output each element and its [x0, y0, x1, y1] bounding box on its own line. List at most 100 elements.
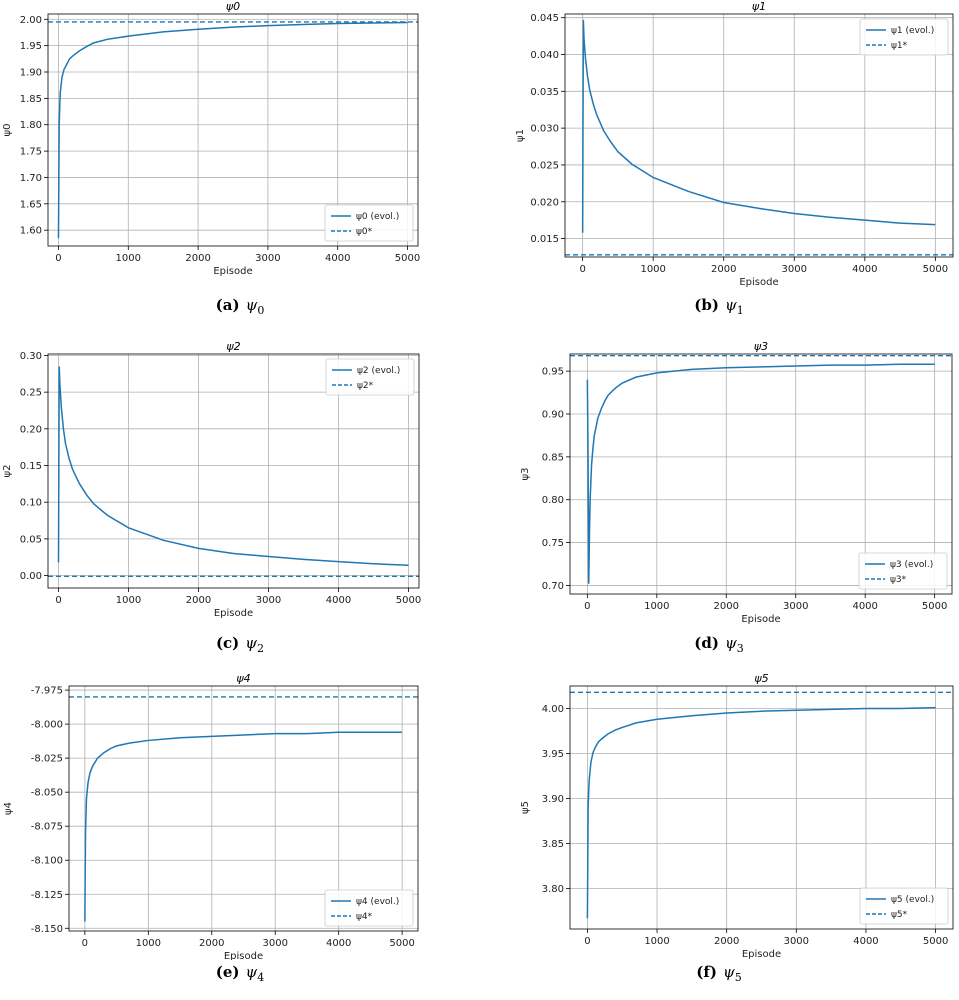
x-tick-label: 0	[584, 601, 590, 612]
caption-label: (d)	[694, 634, 719, 652]
legend: ψ1 (evol.) ψ1*	[859, 18, 949, 56]
y-tick-label: 1.85	[20, 94, 42, 105]
y-tick-label: 0.035	[530, 87, 559, 98]
y-tick-label: 0.30	[20, 351, 42, 362]
legend-target-label: ψ4*	[356, 912, 373, 922]
y-tick-label: 0.05	[20, 534, 42, 545]
x-axis-label: Episode	[224, 951, 263, 960]
y-tick-label: 0.045	[530, 13, 559, 24]
caption-symbol: ψ	[724, 634, 737, 652]
plot-frame	[564, 13, 954, 258]
y-tick-label: 1.95	[20, 41, 42, 52]
caption-symbol: ψ	[245, 634, 258, 652]
evolution-series-line	[57, 21, 408, 239]
y-tick-label: 0.75	[542, 538, 564, 549]
x-tick-label: 4000	[326, 595, 351, 606]
caption-label: (c)	[215, 634, 240, 652]
x-tick-label: 2000	[199, 938, 224, 949]
evolution-series-line	[84, 731, 403, 922]
chart-d: 0 1000 2000 3000 4000 5000 0.70 0.75 0.80 0.85 0.9…	[520, 340, 953, 625]
legend-target-label: ψ2*	[357, 381, 374, 391]
y-axis-label: ψ1	[515, 129, 526, 142]
caption-sub: 1	[736, 304, 744, 317]
x-axis-label: Episode	[741, 614, 780, 625]
y-axis-label: ψ3	[520, 468, 531, 481]
legend: ψ0 (evol.) ψ0*	[324, 204, 414, 242]
legend: ψ3 (evol.) ψ3*	[858, 552, 948, 590]
chart-title: ψ3	[754, 340, 768, 353]
legend-box	[858, 552, 948, 590]
x-tick-label: 1000	[116, 253, 141, 264]
y-tick-label: -8.150	[31, 924, 63, 935]
legend-box	[324, 204, 414, 242]
legend-target-label: ψ1*	[891, 41, 908, 51]
legend-box	[324, 889, 414, 927]
x-tick-label: 4000	[852, 264, 877, 275]
legend-box	[325, 358, 415, 396]
x-tick-label: 5000	[922, 601, 947, 612]
caption-a: (a) ψ0	[0, 296, 480, 317]
y-tick-label: 1.80	[20, 120, 42, 131]
x-tick-label: 4000	[852, 601, 877, 612]
y-tick-label: -8.125	[31, 890, 63, 901]
x-tick-label: 3000	[782, 264, 807, 275]
chart-panel-e: 0 1000 2000 3000 4000 5000 -8.150 -8.125 -8.100 -…	[0, 670, 480, 1000]
legend-box	[859, 18, 949, 56]
caption-e: (e) ψ4	[0, 963, 480, 984]
y-axis-label: ψ2	[2, 465, 13, 478]
x-tick-label: 1000	[640, 264, 665, 275]
evolution-series-line	[586, 363, 935, 584]
x-tick-label: 1000	[116, 595, 141, 606]
legend-evol-label: ψ3 (evol.)	[890, 560, 933, 570]
chart-b: 0 1000 2000 3000 4000 5000 0.015 0.020 0.025 0.03…	[515, 0, 954, 288]
x-tick-label: 2000	[714, 936, 739, 947]
caption-label: (b)	[694, 296, 719, 314]
plot-frame	[569, 353, 953, 595]
caption-d: (d) ψ3	[479, 634, 959, 655]
y-tick-label: 0.040	[530, 50, 559, 61]
caption-label: (a)	[215, 296, 240, 314]
caption-f: (f) ψ5	[479, 963, 959, 984]
y-tick-label: 4.00	[542, 704, 564, 715]
y-tick-label: 3.95	[542, 749, 564, 760]
y-tick-label: -8.075	[31, 822, 63, 833]
x-tick-label: 5000	[396, 595, 421, 606]
y-axis-label: ψ5	[520, 801, 531, 814]
x-tick-label: 5000	[389, 938, 414, 949]
x-axis-label: Episode	[742, 949, 781, 960]
legend-target-label: ψ0*	[356, 227, 373, 237]
y-tick-label: 0.70	[542, 581, 564, 592]
y-tick-label: 0.25	[20, 388, 42, 399]
y-axis-label: ψ0	[2, 124, 13, 137]
plot-frame	[47, 353, 420, 589]
x-axis-label: Episode	[213, 266, 252, 277]
x-tick-label: 4000	[326, 938, 351, 949]
y-tick-label: 0.85	[542, 452, 564, 463]
caption-sub: 3	[736, 642, 744, 655]
x-tick-label: 0	[82, 938, 88, 949]
caption-c: (c) ψ2	[0, 634, 480, 655]
x-tick-label: 2000	[186, 595, 211, 606]
plot-frame	[47, 13, 419, 247]
legend-evol-label: ψ2 (evol.)	[357, 366, 400, 376]
evolution-series-line	[586, 706, 936, 919]
chart-panel-b: 0 1000 2000 3000 4000 5000 0.015 0.020 0.025 0.03…	[479, 0, 959, 330]
x-tick-label: 0	[579, 264, 585, 275]
x-tick-label: 1000	[644, 601, 669, 612]
plot-frame	[68, 685, 419, 932]
y-tick-label: 0.00	[20, 571, 42, 582]
legend: ψ5 (evol.) ψ5*	[859, 887, 949, 925]
x-tick-label: 5000	[923, 264, 948, 275]
x-tick-label: 5000	[395, 253, 420, 264]
x-tick-label: 4000	[325, 253, 350, 264]
y-tick-label: 0.020	[530, 197, 559, 208]
y-tick-label: 1.70	[20, 173, 42, 184]
y-tick-label: -8.000	[31, 720, 63, 731]
plot-frame	[569, 685, 954, 930]
caption-label: (f)	[696, 963, 717, 981]
caption-symbol: ψ	[245, 963, 258, 981]
y-tick-label: 0.030	[530, 124, 559, 135]
chart-panel-c: 0 1000 2000 3000 4000 5000 0.00 0.05 0.10 0.15 0.2…	[0, 340, 480, 670]
legend-evol-label: ψ4 (evol.)	[356, 897, 399, 907]
y-tick-label: 3.80	[542, 884, 564, 895]
